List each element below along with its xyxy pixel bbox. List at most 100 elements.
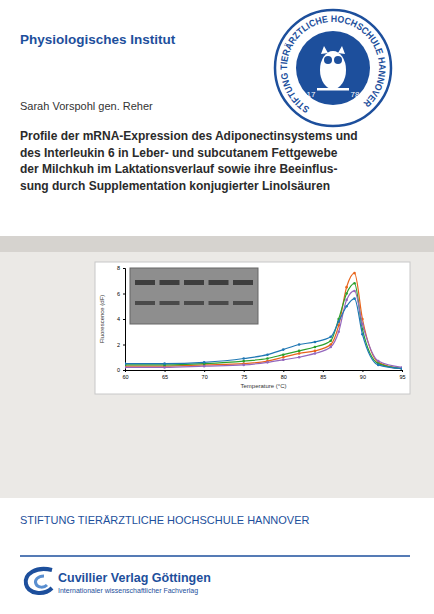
- publisher: Cuvillier Verlag Göttingen: [58, 571, 211, 585]
- y-tick: 2: [117, 342, 125, 348]
- melt-point: [329, 339, 332, 342]
- title-line: sung durch Supplementation konjugierter …: [20, 179, 330, 193]
- gel-band: [160, 280, 180, 285]
- y-tick: 4: [117, 316, 125, 322]
- y-tick: 0: [117, 367, 125, 373]
- melt-point: [125, 366, 126, 369]
- melt-point: [282, 348, 285, 351]
- x-tick-label: 85: [320, 374, 326, 380]
- melt-point: [314, 341, 317, 344]
- y-tick-mark: [123, 345, 125, 346]
- owl-eye: [324, 56, 332, 64]
- melt-point: [353, 282, 356, 285]
- y-tick-label: 6: [117, 291, 120, 297]
- seal-text: STIFTUNG TIERÄRZTLICHE HOCHSCHULE HANNOV…: [278, 13, 388, 116]
- seal: STIFTUNG TIERÄRZTLICHE HOCHSCHULE HANNOV…: [275, 10, 391, 126]
- x-tick-label: 95: [399, 374, 405, 380]
- gel: [130, 268, 258, 324]
- owl: [317, 46, 349, 91]
- melt-point: [345, 299, 348, 302]
- melt-point: [242, 357, 245, 360]
- melt-point: [337, 330, 340, 333]
- owl-ears: [321, 46, 345, 54]
- melt-point: [361, 333, 364, 336]
- band: [0, 252, 434, 498]
- melt-point: [353, 290, 356, 293]
- institute: Physiologisches Institut: [20, 32, 176, 47]
- x-label: Temperature (°C): [240, 383, 286, 389]
- x-tick: 70: [202, 370, 208, 380]
- x-tick: 60: [122, 370, 128, 380]
- melt-point: [345, 305, 348, 308]
- x-tick: 80: [281, 370, 287, 380]
- melt-point: [282, 356, 285, 359]
- seal-year: 17: [307, 90, 316, 99]
- gel-band: [184, 301, 204, 305]
- x-tick-label: 90: [360, 374, 366, 380]
- x-axis-line: [126, 371, 403, 373]
- melt-point: [329, 346, 332, 349]
- x-tick: 85: [320, 370, 326, 380]
- logo-swoosh: [26, 569, 52, 593]
- publisher-tagline: Internationaler wissenschaftlicher Fachv…: [58, 587, 198, 595]
- melt-point: [203, 365, 206, 368]
- melt-point: [345, 292, 348, 295]
- melt-point: [242, 360, 245, 363]
- melt-point: [314, 350, 317, 353]
- melt-point: [266, 357, 269, 360]
- melt-point: [242, 364, 245, 367]
- melt-point: [125, 362, 126, 365]
- gel-band: [184, 280, 204, 285]
- x-tick-mark: [244, 370, 245, 372]
- x-tick-label: 75: [241, 374, 247, 380]
- gel-band: [209, 301, 229, 305]
- melt-point: [163, 366, 166, 369]
- y-tick-label: 2: [117, 342, 120, 348]
- x-tick-label: 65: [162, 374, 168, 380]
- x-tick-mark: [204, 370, 205, 372]
- gel-band: [135, 280, 155, 285]
- gel-band: [160, 301, 180, 305]
- y-axis-line: [123, 269, 126, 371]
- seal-outer: [275, 10, 391, 126]
- melt-point: [361, 323, 364, 326]
- chart-panel: [95, 262, 410, 394]
- melt-point: [298, 343, 301, 346]
- x-tick: 65: [162, 370, 168, 380]
- melt-point: [203, 361, 206, 364]
- melt-point: [353, 272, 356, 275]
- svg-text:STIFTUNG TIERÄRZTLICHE HOCHSCH: STIFTUNG TIERÄRZTLICHE HOCHSCHULE HANNOV…: [278, 13, 388, 116]
- melt-point: [163, 362, 166, 365]
- background: [0, 0, 434, 614]
- y-label: Fluorescence (dF): [99, 295, 105, 344]
- melt-point: [314, 352, 317, 355]
- x-tick-label: 70: [202, 374, 208, 380]
- y-tick-mark: [123, 294, 125, 295]
- publisher-logo: [26, 569, 52, 593]
- melt-point: [266, 361, 269, 364]
- title-line: Profile der mRNA-Expression des Adiponec…: [20, 129, 358, 143]
- gel-band: [233, 301, 253, 305]
- melt-point: [298, 350, 301, 353]
- melt-point: [266, 353, 269, 356]
- melt-point: [401, 367, 402, 370]
- y-tick-label: 4: [117, 316, 120, 322]
- owl-body: [320, 51, 346, 89]
- seal-inner: [296, 31, 370, 105]
- x-tick: 95: [399, 370, 405, 380]
- x-tick-label: 60: [122, 374, 128, 380]
- melt-point: [377, 364, 380, 367]
- owl-eye: [334, 56, 342, 64]
- y-axis: 02468: [117, 265, 126, 373]
- foundation: STIFTUNG TIERÄRZTLICHE HOCHSCHULE HANNOV…: [20, 514, 310, 526]
- x-tick-mark: [165, 370, 166, 372]
- melt-point: [329, 336, 332, 339]
- melt-point: [298, 352, 301, 355]
- melt-point: [298, 356, 301, 359]
- melt-point: [314, 346, 317, 349]
- x-tick: 75: [241, 370, 247, 380]
- x-tick: 90: [360, 370, 366, 380]
- cover: Physiologisches Institut STIFTUNG TIERÄRZ…: [0, 0, 434, 614]
- melt-point: [282, 359, 285, 362]
- author: Sarah Vorspohl gen. Reher: [20, 100, 153, 112]
